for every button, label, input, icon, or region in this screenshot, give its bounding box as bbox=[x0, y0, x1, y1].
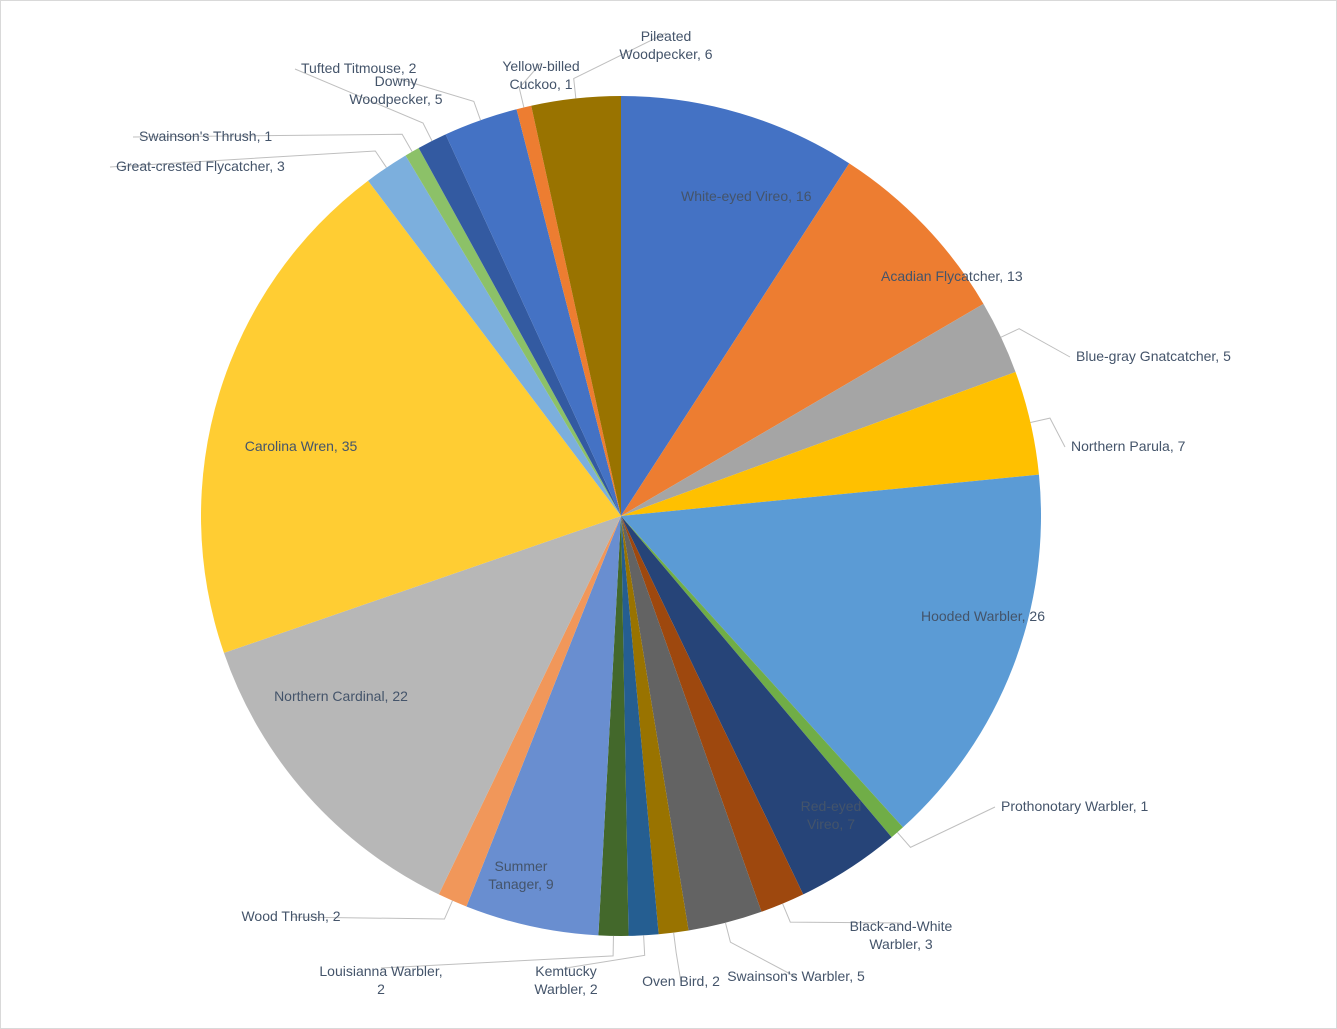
slice-label: Hooded Warbler, 26 bbox=[921, 608, 1045, 624]
slice-label: DownyWoodpecker, 5 bbox=[349, 73, 442, 107]
pie-chart-container: White-eyed Vireo, 16 Acadian Flycatcher, … bbox=[0, 0, 1337, 1029]
leader-line bbox=[1001, 329, 1070, 357]
slice-label: White-eyed Vireo, 16 bbox=[681, 188, 812, 204]
slice-label: Northern Cardinal, 22 bbox=[274, 688, 408, 704]
slice-label: Black-and-WhiteWarbler, 3 bbox=[850, 918, 953, 952]
slice-label: Louisianna Warbler,2 bbox=[319, 963, 442, 997]
slice-label: Carolina Wren, 35 bbox=[245, 438, 358, 454]
slice-label: Northern Parula, 7 bbox=[1071, 438, 1186, 454]
slice-label: Yellow-billedCuckoo, 1 bbox=[502, 58, 579, 92]
slice-label: Blue-gray Gnatcatcher, 5 bbox=[1076, 348, 1231, 364]
slice-label: Wood Thrush, 2 bbox=[241, 908, 340, 924]
slice-label: Great-crested Flycatcher, 3 bbox=[116, 158, 285, 174]
slice-label: Prothonotary Warbler, 1 bbox=[1001, 798, 1149, 814]
slice-label: Swainson's Thrush, 1 bbox=[139, 128, 272, 144]
slice-label: PileatedWoodpecker, 6 bbox=[619, 28, 712, 62]
slice-label: Oven Bird, 2 bbox=[642, 973, 720, 989]
slice-label: KemtuckyWarbler, 2 bbox=[534, 963, 597, 997]
slice-label: Swainson's Warbler, 5 bbox=[727, 968, 865, 984]
slice-label: Acadian Flycatcher, 13 bbox=[881, 268, 1023, 284]
leader-line bbox=[1030, 418, 1065, 447]
pie-chart-svg: White-eyed Vireo, 16 Acadian Flycatcher, … bbox=[1, 1, 1337, 1029]
